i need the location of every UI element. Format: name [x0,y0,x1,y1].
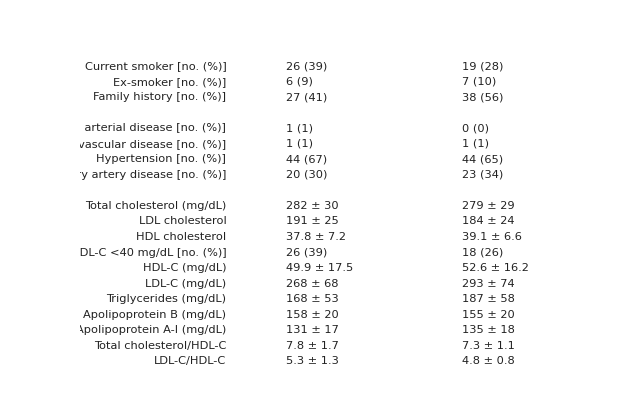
Text: Cerebrovascular disease [no. (%)]: Cerebrovascular disease [no. (%)] [33,139,227,149]
Text: 5.3 ± 1.3: 5.3 ± 1.3 [286,356,339,366]
Text: 184 ± 24: 184 ± 24 [462,216,515,226]
Text: 6 (9): 6 (9) [286,77,313,87]
Text: 44 (65): 44 (65) [462,155,503,164]
Text: 27 (41): 27 (41) [286,92,327,102]
Text: 18 (26): 18 (26) [462,247,503,257]
Text: 1 (1): 1 (1) [286,139,313,149]
Text: 1 (1): 1 (1) [462,139,489,149]
Text: 7.3 ± 1.1: 7.3 ± 1.1 [462,341,515,351]
Text: 44 (67): 44 (67) [286,155,327,164]
Text: Apolipoprotein A-I (mg/dL): Apolipoprotein A-I (mg/dL) [76,325,227,335]
Text: 158 ± 20: 158 ± 20 [286,310,339,320]
Text: HDL-C <40 mg/dL [no. (%)]: HDL-C <40 mg/dL [no. (%)] [70,247,227,257]
Text: LDL cholesterol: LDL cholesterol [139,216,227,226]
Text: Coronary artery disease [no. (%)]: Coronary artery disease [no. (%)] [36,170,227,180]
Text: HDL cholesterol: HDL cholesterol [136,232,227,242]
Text: LDL-C/HDL-C: LDL-C/HDL-C [154,356,227,366]
Text: 0 (0): 0 (0) [462,123,489,133]
Text: 52.6 ± 16.2: 52.6 ± 16.2 [462,263,529,273]
Text: Total cholesterol (mg/dL): Total cholesterol (mg/dL) [85,201,227,211]
Text: 26 (39): 26 (39) [286,247,327,257]
Text: 279 ± 29: 279 ± 29 [462,201,515,211]
Text: 39.1 ± 6.6: 39.1 ± 6.6 [462,232,522,242]
Text: 4.8 ± 0.8: 4.8 ± 0.8 [462,356,515,366]
Text: 293 ± 74: 293 ± 74 [462,278,515,289]
Text: 187 ± 58: 187 ± 58 [462,294,515,304]
Text: 7 (10): 7 (10) [462,77,496,87]
Text: 20 (30): 20 (30) [286,170,327,180]
Text: 49.9 ± 17.5: 49.9 ± 17.5 [286,263,353,273]
Text: Peripheral arterial disease [no. (%)]: Peripheral arterial disease [no. (%)] [24,123,227,133]
Text: 282 ± 30: 282 ± 30 [286,201,339,211]
Text: 37.8 ± 7.2: 37.8 ± 7.2 [286,232,346,242]
Text: LDL-C (mg/dL): LDL-C (mg/dL) [145,278,227,289]
Text: 191 ± 25: 191 ± 25 [286,216,339,226]
Text: 131 ± 17: 131 ± 17 [286,325,339,335]
Text: 268 ± 68: 268 ± 68 [286,278,339,289]
Text: Family history [no. (%)]: Family history [no. (%)] [93,92,227,102]
Text: Apolipoprotein B (mg/dL): Apolipoprotein B (mg/dL) [83,310,227,320]
Text: 23 (34): 23 (34) [462,170,503,180]
Text: 38 (56): 38 (56) [462,92,503,102]
Text: 7.8 ± 1.7: 7.8 ± 1.7 [286,341,339,351]
Text: HDL-C (mg/dL): HDL-C (mg/dL) [143,263,227,273]
Text: Total cholesterol/HDL-C: Total cholesterol/HDL-C [94,341,227,351]
Text: 19 (28): 19 (28) [462,61,503,71]
Text: Ex-smoker [no. (%)]: Ex-smoker [no. (%)] [113,77,227,87]
Text: Hypertension [no. (%)]: Hypertension [no. (%)] [97,155,227,164]
Text: 168 ± 53: 168 ± 53 [286,294,339,304]
Text: 135 ± 18: 135 ± 18 [462,325,515,335]
Text: 155 ± 20: 155 ± 20 [462,310,515,320]
Text: 26 (39): 26 (39) [286,61,327,71]
Text: 1 (1): 1 (1) [286,123,313,133]
Text: Current smoker [no. (%)]: Current smoker [no. (%)] [84,61,227,71]
Text: Triglycerides (mg/dL): Triglycerides (mg/dL) [106,294,227,304]
